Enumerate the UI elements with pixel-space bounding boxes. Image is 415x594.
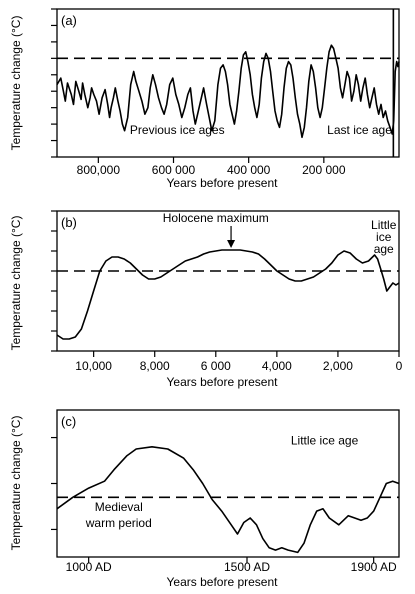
panel-label: (c) xyxy=(61,414,76,429)
y-axis-title: Temperature change (°C) xyxy=(9,16,23,151)
x-axis-title: Years before present xyxy=(167,575,279,589)
x-tick-label: 400 000 xyxy=(227,163,271,177)
annotation-label: Medieval xyxy=(95,500,143,514)
plot-frame xyxy=(56,210,400,352)
annotation-little-ice-age: Little ice age xyxy=(371,218,397,256)
temperature-series-line xyxy=(56,446,400,554)
y-axis-title: Temperature change (°C) xyxy=(9,216,23,351)
x-tick-label: 800,000 xyxy=(77,163,121,177)
x-axis-title: Years before present xyxy=(167,176,279,190)
x-tick-label: 1000 AD xyxy=(66,560,112,574)
temperature-series-line xyxy=(56,249,400,340)
x-tick-label: 0 xyxy=(396,359,403,373)
annotation-label: Last ice age xyxy=(327,123,392,137)
x-tick-label: 10,000 xyxy=(75,359,112,373)
x-axis-title: Years before present xyxy=(167,375,279,389)
panel-c: 1000 AD 1500 AD 1900 AD (c) Little ice age Me… xyxy=(9,409,400,589)
x-tick-label: 2,000 xyxy=(323,359,353,373)
temperature-series-line xyxy=(56,44,400,139)
annotation-word: Little xyxy=(371,218,397,232)
annotation-label: Holocene maximum xyxy=(163,211,269,225)
x-tick-label: 1900 AD xyxy=(351,560,397,574)
panel-label: (b) xyxy=(61,215,77,230)
annotation-word: age xyxy=(374,242,394,256)
x-tick-label: 8,000 xyxy=(140,359,170,373)
annotation-arrow-head xyxy=(227,240,236,248)
plot-frame xyxy=(56,8,400,158)
x-tick-label: 1500 AD xyxy=(224,560,270,574)
panel-a: 800,000 600 000 400 000 200 000 (a) Previous … xyxy=(9,8,400,190)
x-tick-label: 600 000 xyxy=(152,163,196,177)
panel-b: 10,000 8,000 6 000 4,000 2,000 0 (b) Holocene m… xyxy=(9,210,403,389)
annotation-label: Little ice age xyxy=(291,433,359,447)
annotation-word: ice xyxy=(376,230,392,244)
y-axis-title: Temperature change (°C) xyxy=(9,416,23,551)
x-tick-label: 6 000 xyxy=(201,359,231,373)
x-tick-label: 4,000 xyxy=(262,359,292,373)
annotation-label: warm period xyxy=(85,516,152,530)
panel-label: (a) xyxy=(61,13,77,28)
annotation-label: Previous ice ages xyxy=(130,123,225,137)
x-tick-label: 200 000 xyxy=(302,163,346,177)
plot-frame xyxy=(56,409,400,558)
